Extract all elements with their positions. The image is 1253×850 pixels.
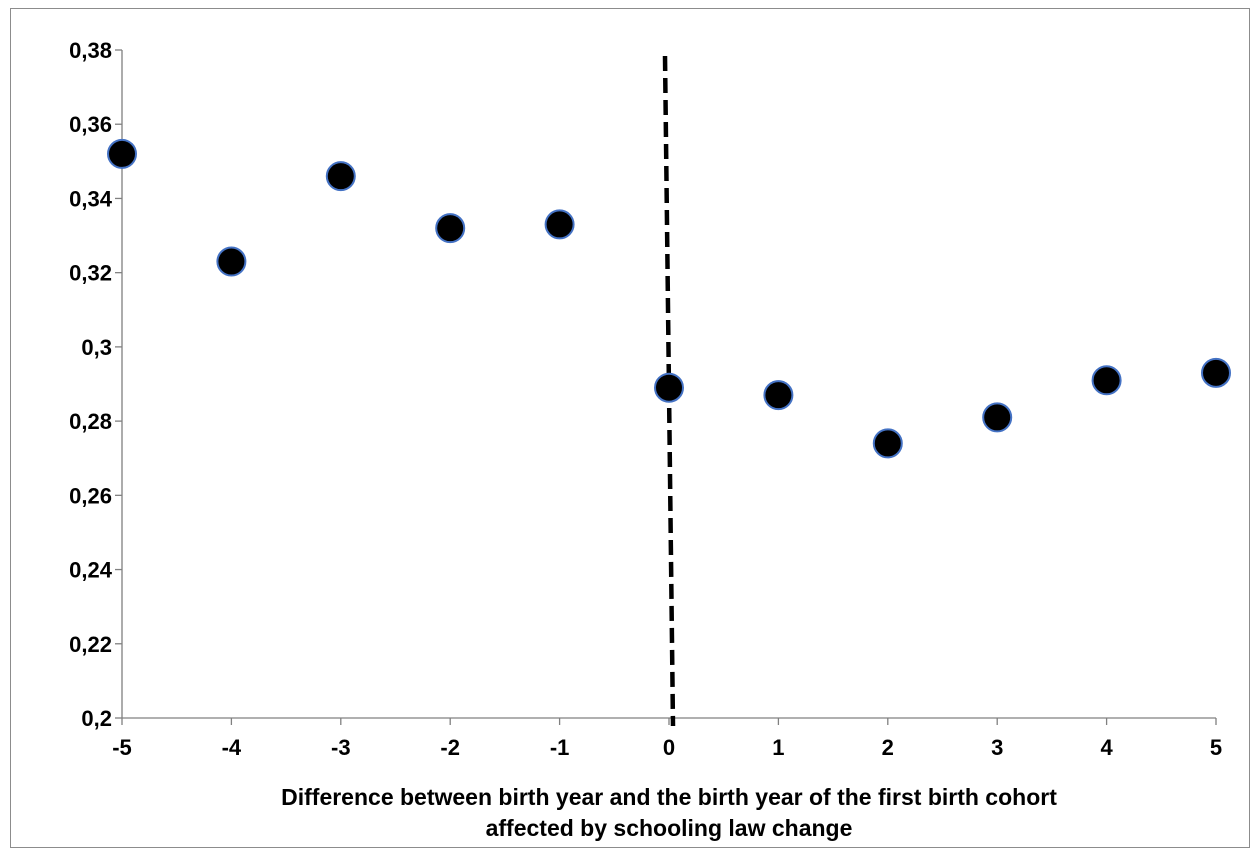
y-tick-label: 0,26 <box>69 483 112 508</box>
x-tick-label: -2 <box>440 735 460 760</box>
data-point <box>216 246 247 277</box>
chart-frame <box>10 8 1250 848</box>
data-point <box>435 213 466 244</box>
data-point <box>1091 365 1122 396</box>
y-tick-label: 0,24 <box>69 558 113 583</box>
x-tick-label: 5 <box>1210 735 1222 760</box>
data-point <box>1201 357 1231 388</box>
x-tick-label: 1 <box>772 735 784 760</box>
x-tick-label: -3 <box>331 735 351 760</box>
x-tick-label: 4 <box>1100 735 1113 760</box>
y-tick-label: 0,38 <box>69 38 112 63</box>
data-point <box>763 380 794 411</box>
y-tick-label: 0,28 <box>69 409 112 434</box>
x-axis-title-line-2: affected by schooling law change <box>486 815 853 841</box>
data-point <box>982 402 1013 433</box>
data-points <box>107 138 1231 459</box>
x-tick-label: -5 <box>112 735 132 760</box>
y-tick-label: 0,22 <box>69 632 112 657</box>
y-axis: 0,2 0,22 0,24 0,26 0,28 0,3 0,32 0,34 0,36 0,38 <box>69 38 123 731</box>
y-tick-label: 0,2 <box>81 706 112 731</box>
x-tick-label: 0 <box>663 735 675 760</box>
x-tick-label: 3 <box>991 735 1003 760</box>
x-tick-label: -4 <box>222 735 242 760</box>
y-tick-label: 0,34 <box>69 186 113 211</box>
y-tick-label: 0,3 <box>81 335 112 360</box>
x-axis: -5 -4 -3 -2 -1 0 1 2 3 4 5 <box>112 717 1222 760</box>
data-point <box>325 161 356 192</box>
y-tick-label: 0,36 <box>69 112 112 137</box>
x-axis-title-line-1: Difference between birth year and the bi… <box>281 784 1057 810</box>
x-tick-label: -1 <box>550 735 570 760</box>
data-point <box>872 428 903 459</box>
data-point <box>107 138 137 169</box>
x-tick-label: 2 <box>882 735 894 760</box>
y-tick-label: 0,32 <box>69 261 112 286</box>
data-point <box>544 209 575 240</box>
data-point <box>654 372 684 403</box>
